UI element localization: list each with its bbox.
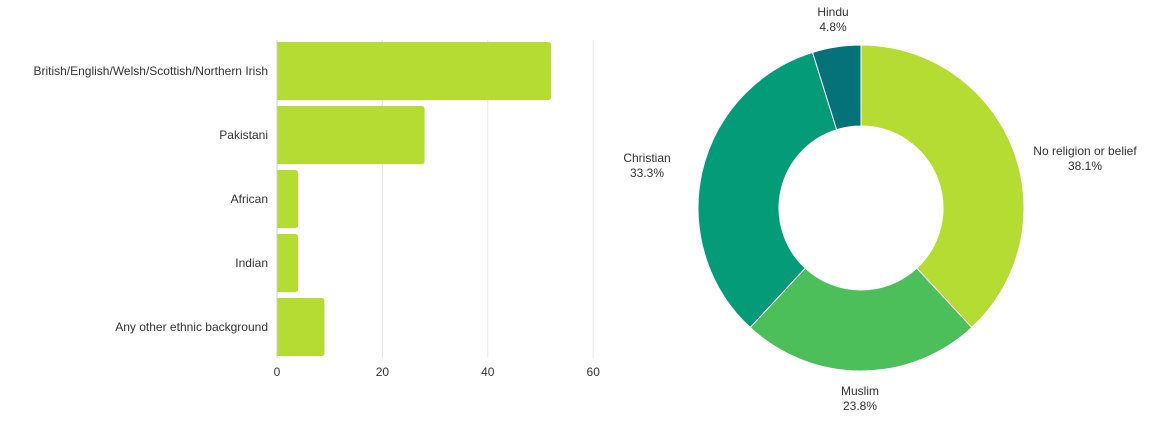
slice-value-label: 38.1% (1068, 159, 1102, 173)
bar (277, 298, 325, 356)
category-label: British/English/Welsh/Scottish/Northern … (33, 64, 268, 78)
slice-label: No religion or belief (1033, 144, 1137, 158)
x-tick-label: 0 (274, 365, 281, 379)
donut-slice (749, 267, 973, 372)
donut-slice (697, 51, 838, 329)
slice-label: Hindu (817, 5, 848, 19)
slice-label: Muslim (841, 384, 879, 398)
category-label: Any other ethnic background (115, 320, 268, 334)
bar (277, 42, 552, 100)
bar (277, 170, 299, 228)
x-tick-label: 20 (376, 365, 390, 379)
x-tick-label: 40 (481, 365, 495, 379)
x-tick-label: 60 (587, 365, 601, 379)
ethnicity-bar-chart: 0 20 40 60 British/English/Welsh/Scottish/No… (33, 40, 600, 379)
donut-slice (811, 44, 862, 131)
slice-value-label: 4.8% (819, 20, 847, 34)
slice-value-label: 23.8% (843, 399, 877, 413)
category-label: Pakistani (219, 128, 268, 142)
slice-value-label: 33.3% (630, 166, 664, 180)
category-label: African (231, 192, 268, 206)
bar (277, 106, 425, 164)
slice-label: Christian (623, 151, 670, 165)
category-label: Indian (235, 256, 268, 270)
bar (277, 234, 299, 292)
donut-slice (860, 44, 1025, 329)
